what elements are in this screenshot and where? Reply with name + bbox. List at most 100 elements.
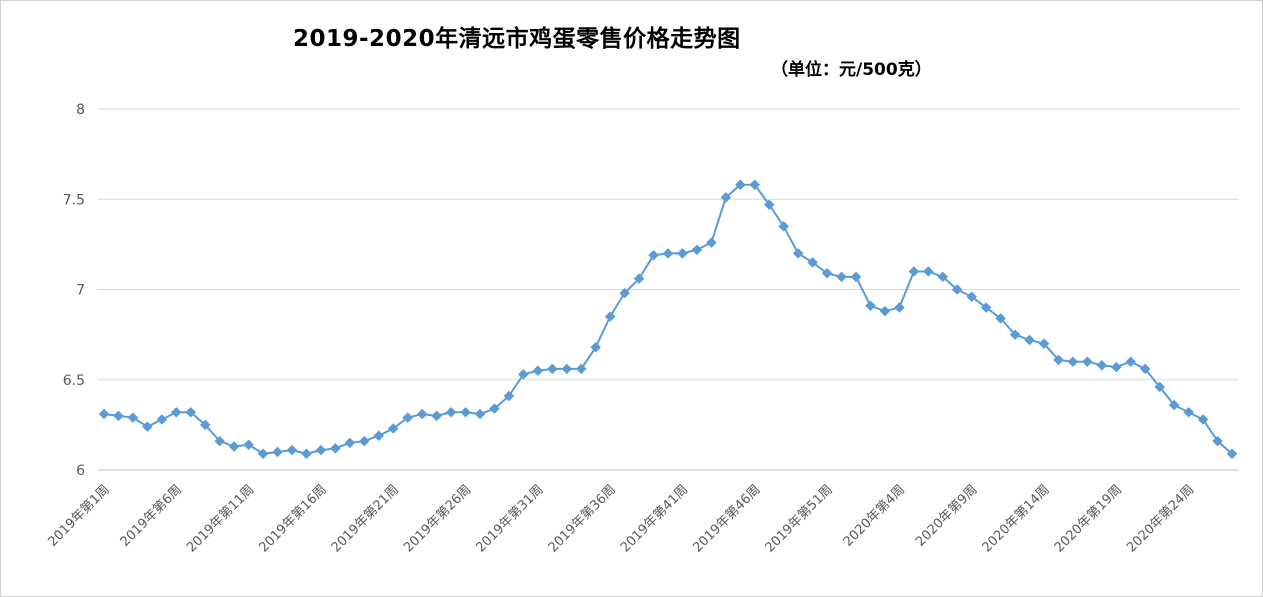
y-tick-label: 8 [76, 102, 85, 118]
data-point [546, 363, 558, 375]
x-tick-label: 2019年第1周 [45, 482, 112, 549]
data-point [1212, 435, 1223, 447]
data-point [648, 249, 659, 261]
data-point [604, 311, 616, 322]
data-point [792, 248, 804, 259]
data-point [257, 448, 269, 460]
data-point [228, 441, 240, 452]
data-point [503, 390, 515, 402]
data-point [1125, 356, 1137, 368]
data-point [763, 199, 775, 211]
y-tick-label: 6.5 [63, 373, 85, 389]
data-point [1024, 334, 1035, 346]
data-point [1038, 338, 1050, 350]
data-point [619, 287, 630, 299]
x-tick-label: 2019年第46周 [690, 482, 763, 555]
data-point [445, 406, 457, 418]
x-tick-label: 2019年第36周 [546, 482, 619, 555]
data-point [1053, 354, 1064, 366]
data-point [575, 363, 587, 375]
data-point [633, 273, 645, 285]
data-point [214, 435, 226, 447]
data-point [662, 248, 674, 259]
data-point [1082, 356, 1093, 368]
data-point [532, 365, 544, 377]
x-tick-label: 2019年第21周 [329, 482, 402, 555]
data-point [489, 403, 500, 414]
x-tick-label: 2019年第11周 [184, 482, 257, 555]
data-point [199, 419, 211, 431]
x-tick-label: 2019年第6周 [118, 482, 185, 549]
y-tick-label: 7.5 [63, 192, 85, 208]
x-tick-label: 2020年第19周 [1052, 482, 1125, 555]
data-point [373, 430, 385, 442]
x-tick-label: 2020年第9周 [913, 482, 980, 549]
data-point [706, 237, 717, 248]
data-point [850, 271, 862, 283]
data-point [590, 341, 602, 353]
data-point [344, 437, 356, 449]
data-point [1197, 414, 1209, 425]
y-tick-label: 6 [76, 463, 85, 479]
data-point [127, 412, 139, 424]
data-point [156, 414, 168, 425]
data-point [677, 248, 688, 259]
x-tick-label: 2019年第16周 [256, 482, 329, 555]
x-axis-labels: 2019年第1周 2019年第6周 2019年第11周 2019年第16周 2019年第… [45, 482, 1197, 555]
data-point [1226, 448, 1238, 460]
data-point [937, 271, 949, 283]
data-point [807, 257, 818, 268]
data-point [980, 302, 992, 313]
data-point [358, 435, 370, 447]
x-tick-label: 2019年第51周 [763, 482, 836, 555]
data-point [1168, 399, 1180, 411]
data-point [431, 410, 442, 422]
x-tick-label: 2020年第24周 [1124, 482, 1197, 555]
data-point [749, 179, 761, 191]
data-point [561, 363, 573, 375]
data-point [778, 220, 790, 232]
data-point [922, 266, 934, 277]
data-point [1067, 356, 1079, 368]
x-tick-label: 2019年第41周 [618, 482, 691, 555]
chart-title: 2019-2020年清远市鸡蛋零售价格走势图 [293, 26, 741, 52]
data-point [1009, 329, 1021, 340]
data-point [908, 266, 920, 277]
y-axis-labels: 6 6.5 7 7.5 8 [63, 102, 85, 479]
data-point [1096, 359, 1108, 371]
data-point [272, 446, 283, 458]
data-point [1183, 406, 1194, 418]
series-line [103, 183, 1233, 455]
data-point [836, 271, 847, 283]
data-point [402, 412, 414, 424]
data-point [879, 305, 891, 317]
data-point [315, 444, 327, 456]
data-point [474, 408, 486, 420]
data-point [951, 284, 963, 295]
data-point [1139, 363, 1151, 375]
data-point [113, 410, 124, 422]
x-tick-label: 2019年第26周 [401, 482, 474, 555]
data-point [185, 406, 197, 418]
x-tick-label: 2020年第14周 [980, 482, 1053, 555]
data-point [330, 442, 341, 454]
data-point [821, 267, 833, 279]
data-point [720, 192, 732, 203]
data-point [98, 408, 110, 420]
data-point [1110, 361, 1122, 373]
data-point [966, 291, 978, 303]
data-point [416, 408, 428, 420]
data-point [243, 439, 254, 451]
data-point [142, 421, 153, 433]
y-tick-label: 7 [76, 283, 85, 299]
chart-subtitle: （单位：元/500克） [771, 60, 932, 80]
data-point [387, 423, 399, 434]
data-point [170, 406, 182, 418]
data-point [995, 313, 1006, 324]
data-point [301, 448, 312, 460]
data-point [1154, 381, 1166, 393]
series-price [98, 179, 1238, 460]
data-point [518, 368, 529, 380]
